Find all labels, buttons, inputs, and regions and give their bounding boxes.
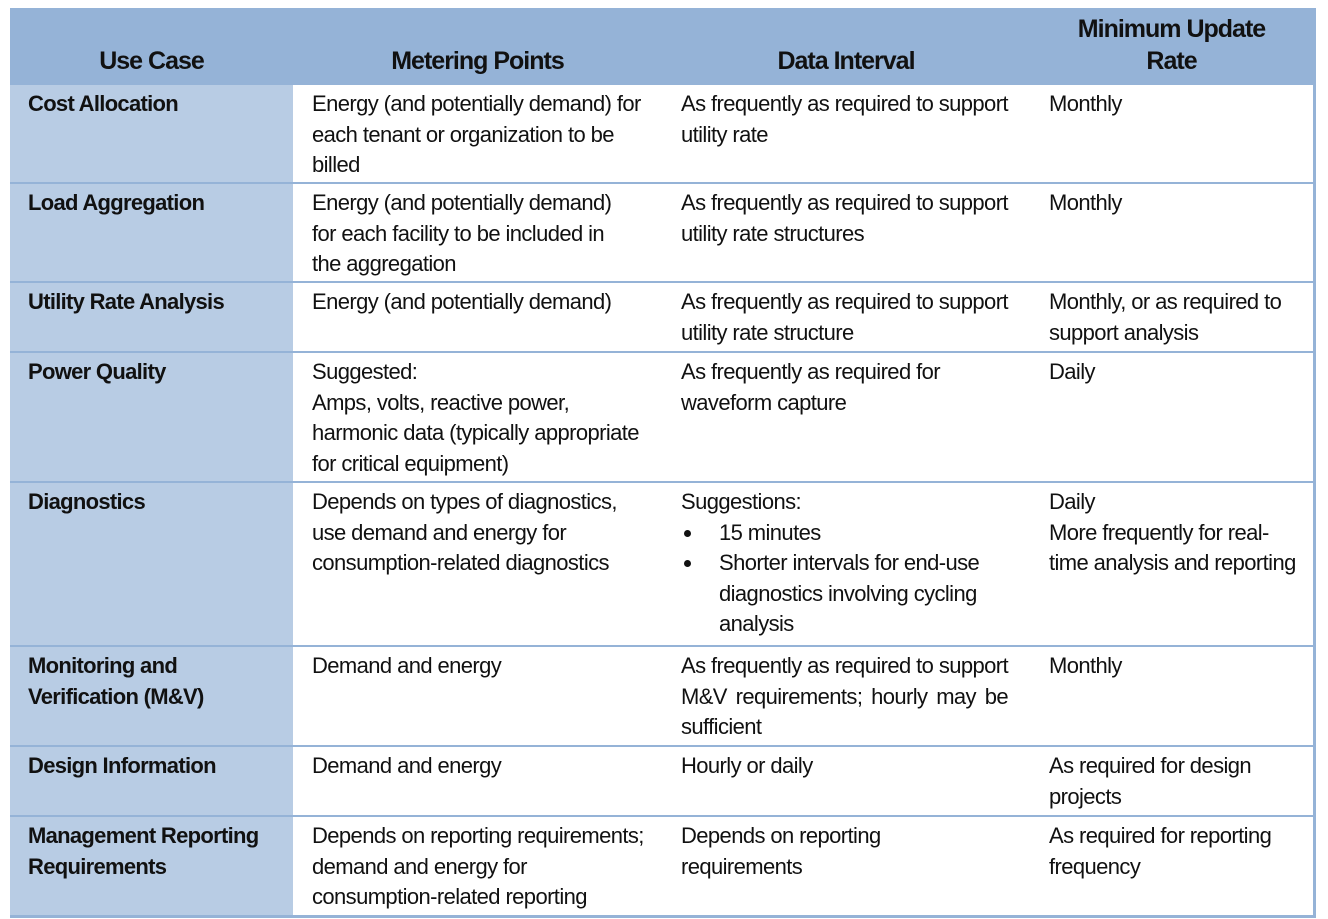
metering-points: Energy (and potentially demand) [293,283,662,351]
metering-points: Demand and energy [293,647,662,745]
data-interval: As frequently as required to support M&V… [662,647,1030,745]
use-case: Load Aggregation [10,184,293,281]
metering-detail: Amps, volts, reactive power, harmonic da… [312,389,640,476]
table-row: Diagnostics Depends on types of diagnost… [10,481,1316,645]
interval-bullets: 15 minutes Shorter intervals for end-use… [681,518,1020,640]
update-rate: Monthly, or as required to support analy… [1030,283,1313,351]
data-interval: Suggestions: 15 minutes Shorter interval… [662,483,1030,645]
data-interval: As frequently as required to support uti… [662,184,1030,281]
use-case: Diagnostics [10,483,293,645]
table-row: Power Quality Suggested: Amps, volts, re… [10,351,1316,481]
data-interval: As frequently as required to support uti… [662,85,1030,182]
header-data-interval: Data Interval [777,47,915,75]
bullet-item: Shorter intervals for end-use diagnostic… [681,548,1020,640]
table-row: Load Aggregation Energy (and potentially… [10,182,1316,281]
bullet-item: 15 minutes [681,518,1020,549]
use-case: Utility Rate Analysis [10,283,293,351]
table-row: Management Reporting Requirements Depend… [10,815,1316,915]
update-rate: Daily [1030,353,1313,481]
table-header: Use Case Metering Points Data Interval M… [10,8,1316,83]
update-rate: Monthly [1030,184,1313,281]
data-interval: Hourly or daily [662,747,1030,815]
use-case: Power Quality [10,353,293,481]
update-rate: Daily More frequently for real-time anal… [1030,483,1313,645]
header-minimum-update-rate: Minimum Update Rate [1077,15,1266,75]
use-case: Cost Allocation [10,85,293,182]
metering-points: Energy (and potentially demand) for each… [293,85,662,182]
data-interval: As frequently as required for waveform c… [662,353,1030,481]
metering-points: Suggested: Amps, volts, reactive power, … [293,353,662,481]
table-row: Monitoring and Verification (M&V) Demand… [10,645,1316,745]
metering-points: Depends on types of diagnostics, use dem… [293,483,662,645]
data-interval: Depends on reporting requirements [662,817,1030,915]
metering-points: Demand and energy [293,747,662,815]
update-rate: As required for design projects [1030,747,1313,815]
table-row: Utility Rate Analysis Energy (and potent… [10,281,1316,351]
header-metering-points: Metering Points [391,47,565,75]
rate-primary: Daily [1049,489,1096,514]
update-rate: Monthly [1030,647,1313,745]
data-interval: As frequently as required to support uti… [662,283,1030,351]
metering-points: Energy (and potentially demand) for each… [293,184,662,281]
table-row: Cost Allocation Energy (and potentially … [10,83,1316,182]
interval-intro: Suggestions: [681,489,802,514]
header-use-case: Use Case [99,47,205,75]
update-rate: As required for reporting frequency [1030,817,1313,915]
use-case: Management Reporting Requirements [10,817,293,915]
metering-points: Depends on reporting requirements; deman… [293,817,662,915]
use-case: Monitoring and Verification (M&V) [10,647,293,745]
update-rate: Monthly [1030,85,1313,182]
metering-intro: Suggested: [312,359,418,384]
use-case: Design Information [10,747,293,815]
rate-extra: More frequently for real-time analysis a… [1049,519,1296,576]
table-row: Design Information Demand and energy Hou… [10,745,1316,815]
use-case-table: Use Case Metering Points Data Interval M… [10,8,1316,918]
